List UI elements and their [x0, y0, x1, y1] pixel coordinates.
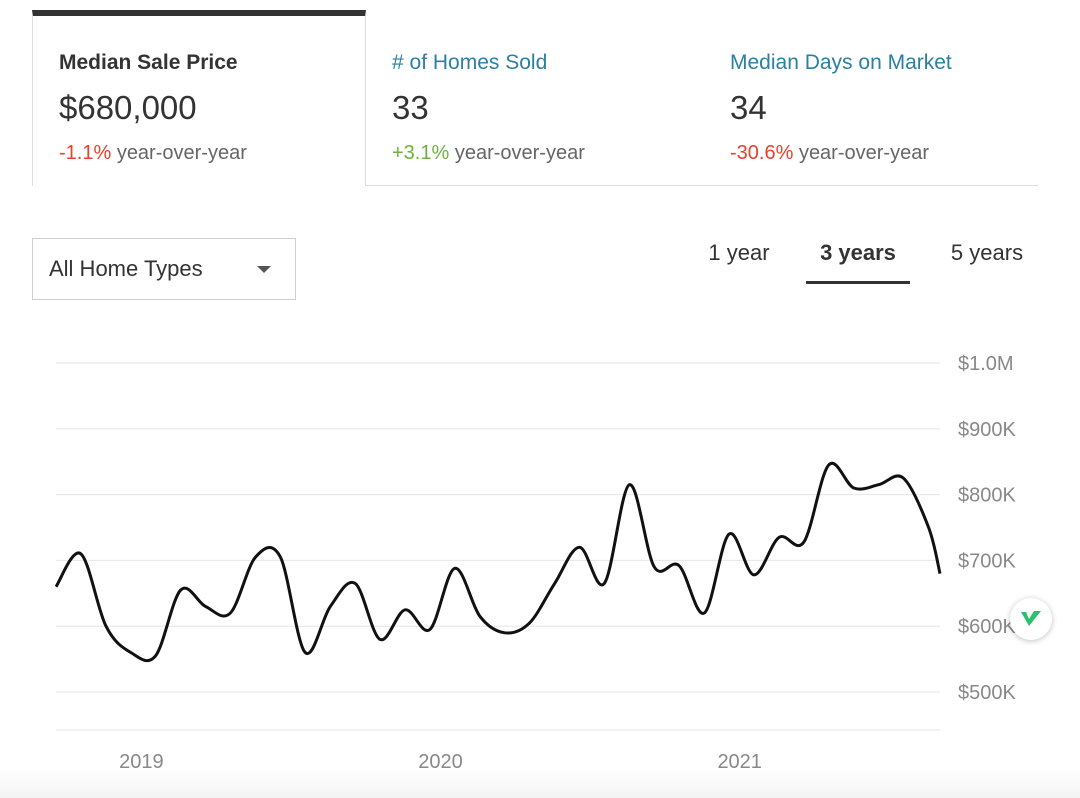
- y-tick-label: $500K: [958, 682, 1016, 704]
- stat-label: Median Sale Price: [59, 51, 238, 74]
- stat-label: # of Homes Sold: [392, 51, 548, 74]
- chevron-down-icon: [257, 266, 271, 273]
- stat-value: 33: [392, 89, 429, 126]
- assistant-badge[interactable]: [1010, 598, 1052, 640]
- change-percent: +3.1%: [392, 142, 450, 164]
- x-tick-label: 2021: [717, 751, 762, 773]
- stat-change: +3.1% year-over-year: [392, 140, 702, 166]
- stats-panel: Median Sale Price $680,000 -1.1% year-ov…: [32, 10, 1038, 186]
- y-tick-label: $800K: [958, 485, 1016, 507]
- stat-tab-median-days-on-market[interactable]: Median Days on Market 34 -30.6% year-ove…: [702, 10, 1038, 186]
- stat-value: 34: [730, 89, 767, 126]
- tab-3-years[interactable]: 3 years: [806, 240, 910, 284]
- x-tick-label: 2019: [119, 751, 164, 773]
- stat-change: -1.1% year-over-year: [59, 140, 365, 166]
- change-suffix: year-over-year: [116, 142, 247, 164]
- tab-1-year[interactable]: 1 year: [708, 240, 770, 265]
- stat-tab-median-sale-price[interactable]: Median Sale Price $680,000 -1.1% year-ov…: [32, 10, 366, 186]
- bottom-edge: [0, 770, 1080, 798]
- x-tick-label: 2020: [418, 751, 463, 773]
- stat-label: Median Days on Market: [730, 51, 952, 74]
- y-tick-label: $900K: [958, 419, 1016, 441]
- change-suffix: year-over-year: [798, 142, 929, 164]
- y-tick-label: $600K: [958, 616, 1016, 638]
- stat-change: -30.6% year-over-year: [730, 140, 1038, 166]
- stat-tab-homes-sold[interactable]: # of Homes Sold 33 +3.1% year-over-year: [366, 10, 702, 186]
- checkmark-logo-icon: [1021, 611, 1041, 626]
- change-percent: -30.6%: [730, 142, 794, 164]
- tab-5-years[interactable]: 5 years: [950, 240, 1024, 265]
- home-type-dropdown[interactable]: All Home Types: [32, 238, 296, 300]
- y-tick-label: $700K: [958, 550, 1016, 572]
- median-price-chart: $1.0M $900K $800K $700K $600K $500K 2019 2020 20…: [54, 353, 1016, 773]
- stat-value: $680,000: [59, 89, 197, 126]
- dropdown-value: All Home Types: [49, 256, 203, 281]
- series-line-median-sale-price: [54, 461, 942, 663]
- change-percent: -1.1%: [59, 142, 112, 164]
- y-tick-label: $1.0M: [958, 353, 1014, 375]
- change-suffix: year-over-year: [454, 142, 585, 164]
